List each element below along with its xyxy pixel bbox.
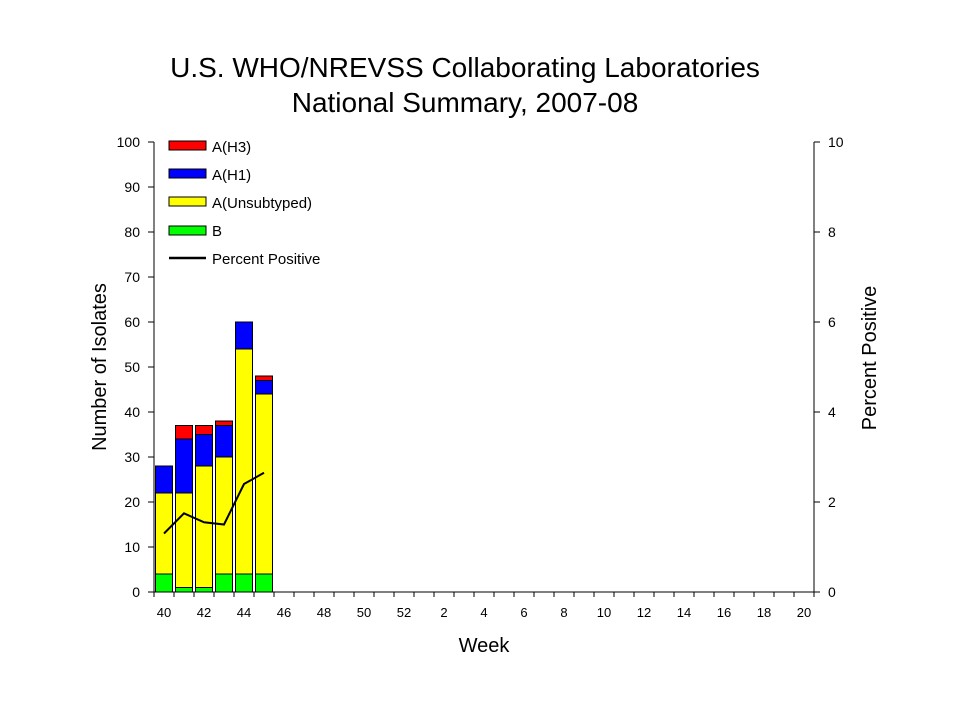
bar-b-week-41 [175,587,193,593]
x-tick-label-52: 52 [397,605,411,620]
bar-b-week-44 [235,573,253,593]
legend-label-b: B [212,223,222,240]
bar-a-h3-week-45 [255,375,273,381]
x-tick-label-6: 6 [520,605,527,620]
bar-a-h1-week-42 [195,434,213,467]
legend-swatch-b [168,225,207,236]
y-tick-label-30: 30 [124,449,140,465]
y-tick-label-60: 60 [124,314,140,330]
y2-axis-label: Percent Positive [859,286,881,431]
y-tick-label-40: 40 [124,404,140,420]
x-tick-label-44: 44 [237,605,251,620]
y-tick-label-50: 50 [124,359,140,375]
bar-a-unsubtyped-week-43 [215,456,233,575]
chart-title-line-2: National Summary, 2007-08 [292,87,639,118]
x-tick-label-2: 2 [440,605,447,620]
x-ticks: 40 42 44 46 48 50 52 2 4 6 8 10 12 14 16 18 20 [153,592,815,620]
bar-b-week-40 [155,573,173,593]
bar-a-h3-week-42 [195,425,213,435]
y2-tick-label-4: 4 [828,404,836,420]
percent-positive-line-layer [163,471,265,535]
y2-tick-label-6: 6 [828,314,836,330]
legend-label-unsubtyped: A(Unsubtyped) [212,195,312,212]
y2-tick-label-10: 10 [828,134,844,150]
bar-a-h1-week-40 [155,465,173,494]
legend-swatch-unsubtyped [168,196,207,207]
bar-a-unsubtyped-week-44 [235,348,253,575]
bar-a-h1-week-43 [215,425,233,458]
legend: A(H3) A(H1) A(Unsubtyped) B Percent Posi… [168,139,320,268]
bar-b-week-43 [215,573,233,593]
x-tick-label-46: 46 [277,605,291,620]
bar-b-week-45 [255,573,273,593]
y-tick-label-80: 80 [124,224,140,240]
bar-a-unsubtyped-week-42 [195,465,213,588]
x-tick-label-48: 48 [317,605,331,620]
y2-tick-label-8: 8 [828,224,836,240]
legend-swatch-h3 [168,140,207,151]
x-tick-label-40: 40 [157,605,171,620]
bar-b-week-42 [195,587,213,593]
y-tick-label-90: 90 [124,179,140,195]
y2-tick-label-2: 2 [828,494,836,510]
legend-swatch-h1 [168,168,207,179]
bar-a-h3-week-41 [175,425,193,440]
x-tick-label-12: 12 [637,605,651,620]
y2-tick-label-0: 0 [828,584,836,600]
bar-a-h1-week-45 [255,380,273,395]
x-tick-label-50: 50 [357,605,371,620]
bar-a-unsubtyped-week-45 [255,393,273,575]
x-tick-label-10: 10 [597,605,611,620]
legend-label-h1: A(H1) [212,167,251,184]
right-y-ticks: 0 2 4 6 8 10 [814,134,844,600]
x-tick-label-14: 14 [677,605,691,620]
bar-a-h1-week-41 [175,438,193,494]
x-tick-label-42: 42 [197,605,211,620]
x-tick-label-16: 16 [717,605,731,620]
legend-label-percent-positive: Percent Positive [212,251,320,268]
bar-a-unsubtyped-week-41 [175,492,193,588]
bar-a-h3-week-43 [215,420,233,426]
y-axis-label: Number of Isolates [89,283,111,451]
x-tick-label-4: 4 [480,605,487,620]
y-tick-label-10: 10 [124,539,140,555]
left-y-ticks: 0 10 20 30 40 50 60 70 80 90 100 [117,134,154,600]
chart-title-line-1: U.S. WHO/NREVSS Collaborating Laboratori… [170,52,760,83]
x-axis-label: Week [459,635,511,657]
percent-positive-line [163,471,265,535]
x-tick-label-8: 8 [560,605,567,620]
y-tick-label-100: 100 [117,134,141,150]
bar-a-h1-week-44 [235,321,253,350]
y-tick-label-20: 20 [124,494,140,510]
y-tick-label-70: 70 [124,269,140,285]
y-tick-label-0: 0 [132,584,140,600]
x-tick-label-18: 18 [757,605,771,620]
x-tick-label-20: 20 [797,605,811,620]
legend-label-h3: A(H3) [212,139,251,156]
bar-stacks [155,321,273,593]
